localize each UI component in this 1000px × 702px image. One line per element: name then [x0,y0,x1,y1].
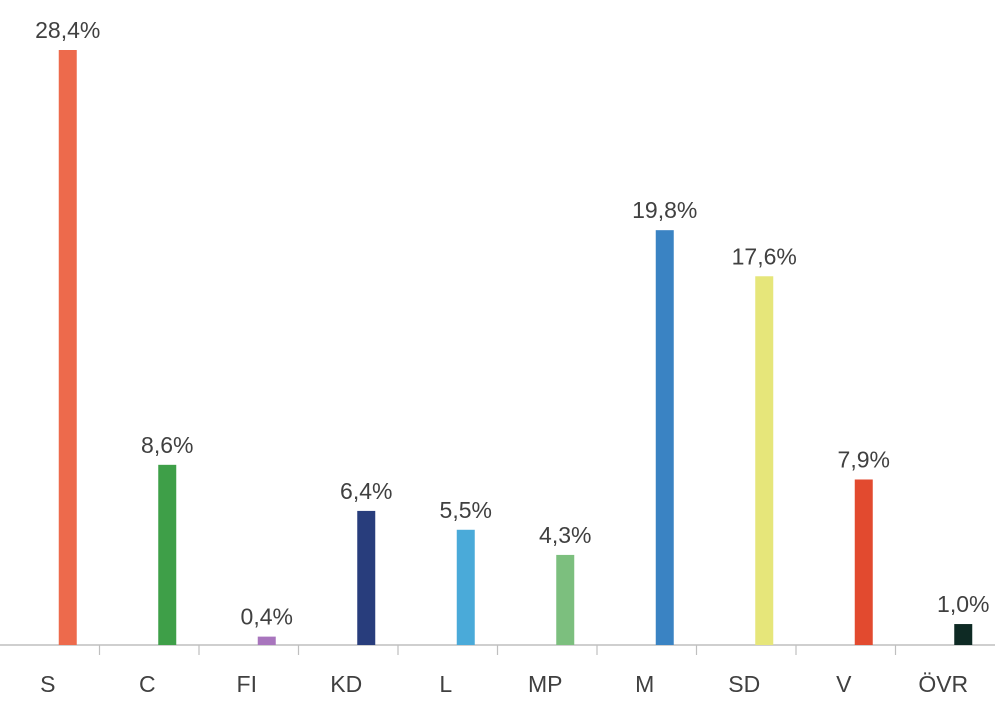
bar-l [456,529,475,645]
category-label-mp: MP [528,671,563,697]
category-label-fi: FI [237,671,257,697]
category-label-m: M [635,671,654,697]
data-label-m: 19,8% [632,197,697,223]
data-labels-group: 28,4% 8,6% 0,4% 6,4% 5,5% 4,3% 19,8% 17,6% 7,9% 1… [35,17,989,630]
data-label-v: 7,9% [838,446,890,472]
category-label-s: S [40,671,55,697]
category-labels-group: S C FI KD L MP M SD V ÖVR [40,671,968,697]
category-label-v: V [836,671,852,697]
category-label-övr: ÖVR [918,671,968,697]
bar-övr [954,624,973,645]
category-label-c: C [139,671,156,697]
data-label-kd: 6,4% [340,478,392,504]
bar-kd [357,510,376,645]
data-label-mp: 4,3% [539,522,591,548]
bar-s [58,50,77,645]
category-label-sd: SD [728,671,760,697]
data-label-c: 8,6% [141,432,193,458]
data-label-s: 28,4% [35,17,100,43]
bar-c [158,464,177,645]
x-axis-ticks [98,645,897,655]
category-label-kd: KD [330,671,362,697]
bars-group [58,50,973,645]
bar-m [655,230,674,645]
bar-sd [755,276,774,645]
data-label-fi: 0,4% [241,604,293,630]
category-label-l: L [439,671,452,697]
bar-mp [556,554,575,645]
data-label-sd: 17,6% [732,243,797,269]
data-label-övr: 1,0% [937,591,989,617]
bar-fi [257,636,276,645]
data-label-l: 5,5% [440,497,492,523]
bar-v [854,479,873,645]
